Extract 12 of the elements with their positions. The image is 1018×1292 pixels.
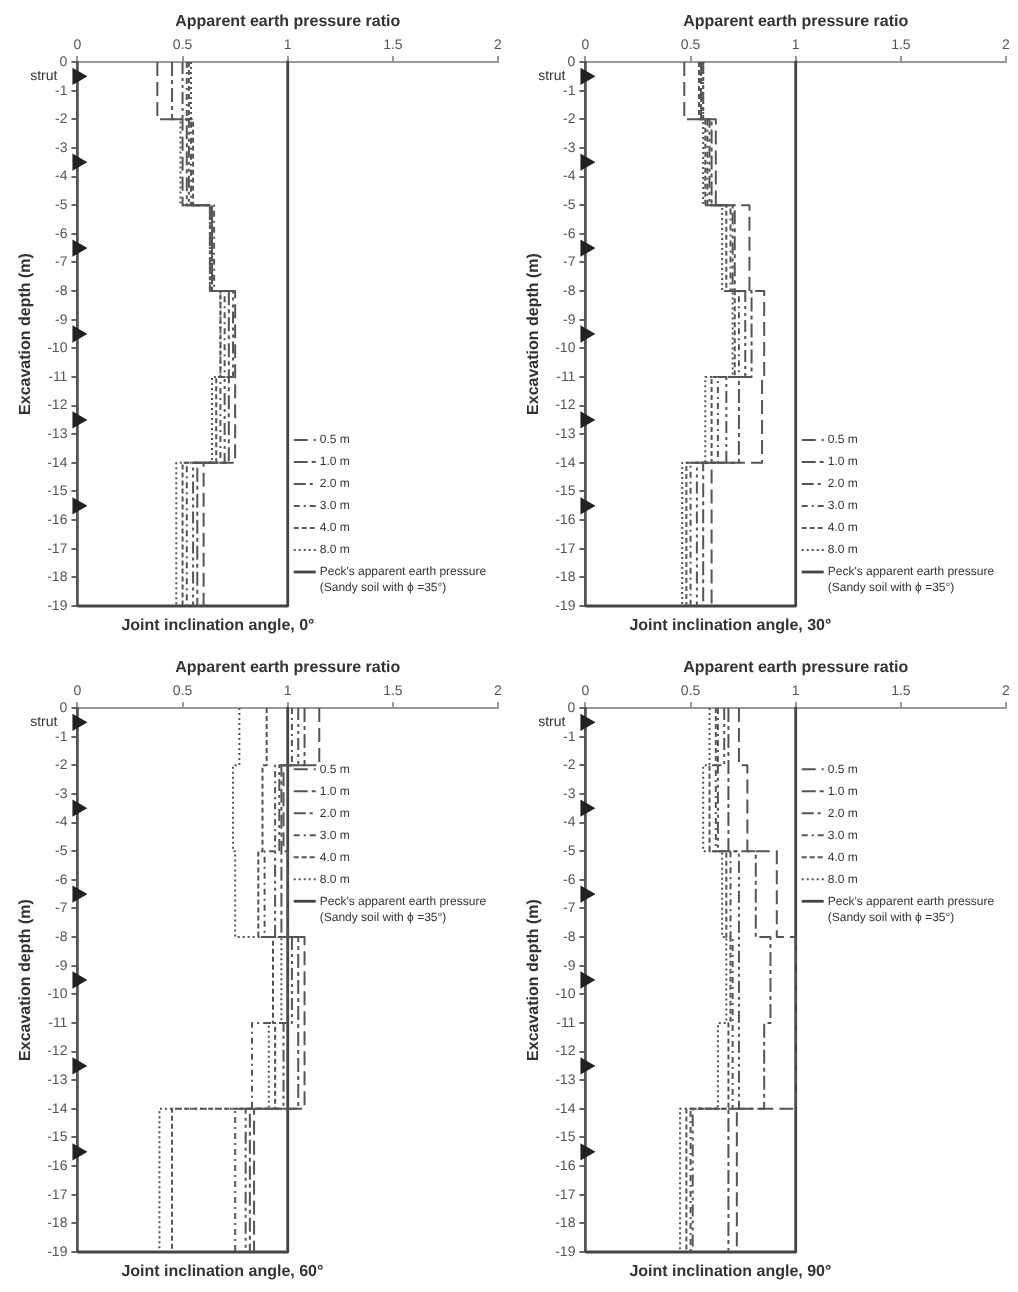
- x-axis-title: Apparent earth pressure ratio: [175, 12, 401, 31]
- y-axis-title: Excavation depth (m): [524, 252, 543, 415]
- y-axis-title: Excavation depth (m): [16, 252, 35, 415]
- text: Joint inclination angle, 30°: [629, 616, 832, 635]
- x-axis-title: Apparent earth pressure ratio: [683, 12, 909, 31]
- y-axis-title: Excavation depth (m): [524, 898, 543, 1061]
- text: Joint inclination angle, 90°: [629, 1262, 832, 1281]
- y-axis-title: Excavation depth (m): [16, 898, 35, 1061]
- x-axis-title: Apparent earth pressure ratio: [175, 658, 401, 677]
- text: Joint inclination angle, 60°: [121, 1262, 324, 1281]
- x-axis-title: Apparent earth pressure ratio: [683, 658, 909, 677]
- text: Joint inclination angle, 0°: [121, 616, 315, 635]
